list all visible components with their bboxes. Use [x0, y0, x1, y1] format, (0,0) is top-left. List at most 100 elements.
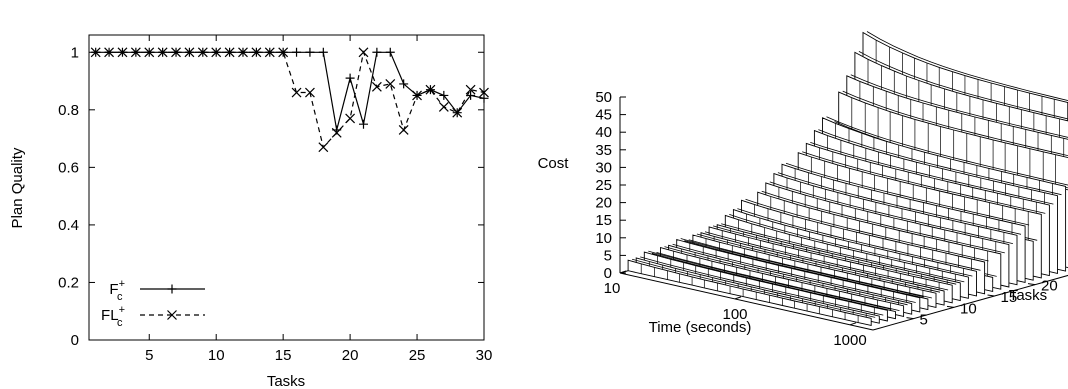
x-tick-label: 30 [476, 347, 493, 364]
cost-y-axis-label: Tasks [1009, 287, 1047, 304]
tasks-tick-label: 10 [960, 300, 977, 317]
fence-top-edge [729, 214, 973, 277]
data-point-flc [291, 87, 302, 98]
fence-top-edge [866, 31, 1068, 101]
time-tick-mark [619, 270, 627, 274]
cost-tick-label: 25 [595, 177, 612, 194]
data-point-flc [184, 47, 195, 58]
time-tick-mark [734, 296, 742, 300]
fence-top-edge [842, 90, 1068, 157]
cost-tick-label: 20 [595, 195, 612, 212]
data-point-fc [358, 119, 368, 129]
fence-top-edge [745, 198, 989, 262]
fence-top-edge [858, 51, 1068, 120]
time-tick-label: 100 [722, 306, 747, 323]
time-tick-mark [849, 322, 857, 326]
plan-quality-y-axis-label: Plan Quality [9, 147, 26, 228]
cost-tick-label: 15 [595, 212, 612, 229]
data-point-fc [318, 47, 328, 57]
cost-tick-label: 35 [595, 142, 612, 159]
fence-top-edge [721, 223, 965, 283]
fence-top-edge [672, 243, 916, 303]
data-point-flc [224, 47, 235, 58]
data-point-flc [345, 113, 356, 124]
y-tick-label: 0.6 [58, 159, 79, 176]
fence-top-edge [777, 172, 1022, 235]
tasks-tick-mark [987, 294, 995, 297]
y-tick-label: 0.2 [58, 274, 79, 291]
legend-label-flc: FL+ c [101, 304, 125, 329]
legend-label-fc: F+ c [109, 278, 125, 303]
plan-quality-x-axis-label: Tasks [267, 373, 305, 389]
data-point-flc [371, 81, 382, 92]
x-tick-label: 25 [409, 347, 426, 364]
data-point-fc [399, 79, 409, 89]
data-point-fc [439, 90, 449, 100]
fence-surface [627, 259, 872, 327]
fence-top-edge [648, 250, 892, 310]
plan-quality-legend: F+ c FL+ c [101, 278, 205, 329]
cost-tick-label: 50 [595, 89, 612, 106]
y-tick-label: 0 [71, 332, 79, 349]
data-point-fc [292, 47, 302, 57]
cost-tick-label: 45 [595, 107, 612, 124]
series-line-flc [95, 50, 485, 149]
fence-top-edge [696, 233, 941, 293]
data-point-flc [117, 47, 128, 58]
cost-tick-label: 0 [604, 265, 612, 282]
legend-marker [167, 284, 177, 294]
legend-marker [167, 310, 177, 320]
data-point-flc [385, 78, 396, 89]
data-point-flc [157, 47, 168, 58]
tasks-tick-mark [906, 317, 914, 320]
data-point-flc [465, 84, 476, 95]
y-tick-label: 0.4 [58, 217, 79, 234]
fence-top-edge [680, 238, 924, 298]
cost-3d-chart: 0510152025303540455010100100051015202530… [538, 31, 1068, 349]
cost-tick-label: 30 [595, 159, 612, 176]
fence-top-edge [850, 74, 1068, 138]
x-tick-label: 20 [342, 347, 359, 364]
fence-top-edge [769, 181, 1013, 244]
data-point-flc [452, 107, 463, 118]
data-point-flc [305, 87, 315, 98]
data-point-flc [264, 47, 275, 58]
data-point-flc [398, 125, 409, 135]
data-point-flc [318, 142, 329, 153]
x-tick-label: 15 [275, 347, 292, 364]
data-point-flc [331, 127, 342, 138]
cost-tick-label: 40 [595, 124, 612, 141]
cost-chart-ticks: 0510152025303540455010100100051015202530 [595, 89, 1057, 349]
fence-top-edge [712, 225, 957, 285]
fence-task-1 [627, 258, 876, 327]
data-point-flc [90, 47, 101, 58]
data-point-fc [345, 73, 355, 83]
cost-x-axis-label: Time (seconds) [649, 319, 752, 336]
tasks-tick-label: 5 [920, 312, 928, 329]
data-point-fc [385, 47, 395, 57]
plan-quality-markers [90, 47, 489, 153]
y-tick-label: 1 [71, 44, 79, 61]
fence-top-edge [631, 258, 876, 318]
data-point-flc [104, 47, 115, 58]
data-point-flc [425, 84, 436, 95]
cost-z-axis-label: Cost [538, 155, 570, 172]
data-point-flc [238, 47, 248, 58]
data-point-fc [466, 90, 476, 100]
plan-quality-ticks: 5 10 15 20 25 30 0 0.2 0.4 0.6 0.8 1 [58, 35, 492, 364]
data-point-flc [171, 47, 181, 58]
x-tick-label: 10 [208, 347, 225, 364]
fence-top-edge [656, 252, 900, 311]
fence-top-edge [737, 208, 981, 271]
time-tick-label: 10 [604, 280, 621, 297]
cost-tick-label: 5 [604, 247, 612, 264]
data-point-flc [211, 47, 222, 58]
fence-top-edge [785, 162, 1030, 226]
tasks-tick-label: 15 [1001, 289, 1018, 306]
fence-top-edge [640, 256, 884, 316]
data-point-flc [197, 47, 208, 58]
data-point-flc [278, 47, 289, 58]
fence-top-edge [704, 231, 949, 291]
data-point-flc [130, 47, 141, 58]
data-point-fc [372, 47, 382, 57]
